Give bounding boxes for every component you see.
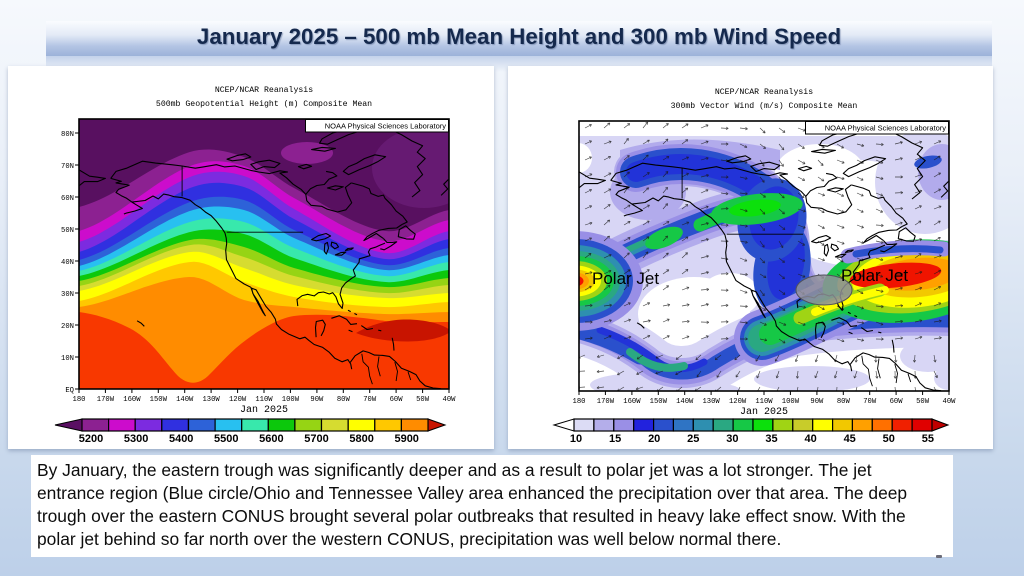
svg-text:5900: 5900 (394, 433, 418, 445)
svg-text:60N: 60N (61, 195, 74, 203)
svg-text:55: 55 (922, 433, 934, 445)
svg-text:70W: 70W (863, 398, 877, 406)
svg-text:170W: 170W (97, 396, 115, 404)
svg-text:140W: 140W (176, 396, 194, 404)
svg-text:500mb Geopotential Height (m): 500mb Geopotential Height (m) Composite … (156, 99, 372, 109)
svg-text:160W: 160W (123, 396, 141, 404)
svg-text:5400: 5400 (169, 433, 193, 445)
svg-text:100W: 100W (282, 396, 300, 404)
svg-text:40W: 40W (443, 396, 457, 404)
svg-text:160W: 160W (623, 398, 641, 406)
svg-text:30N: 30N (61, 291, 74, 299)
svg-text:20N: 20N (61, 323, 74, 331)
svg-text:Polar Jet: Polar Jet (592, 269, 659, 288)
svg-text:40N: 40N (61, 259, 74, 267)
svg-text:170W: 170W (597, 398, 615, 406)
svg-text:15: 15 (609, 433, 621, 445)
svg-text:10N: 10N (61, 355, 74, 363)
svg-text:5600: 5600 (259, 433, 283, 445)
svg-text:30: 30 (726, 433, 738, 445)
svg-text:150W: 150W (150, 396, 168, 404)
svg-text:60W: 60W (390, 396, 404, 404)
svg-text:60W: 60W (890, 398, 904, 406)
svg-text:45: 45 (844, 433, 856, 445)
svg-text:10: 10 (570, 433, 582, 445)
svg-text:80N: 80N (61, 131, 74, 139)
svg-text:5300: 5300 (124, 433, 148, 445)
svg-text:110W: 110W (755, 398, 773, 406)
svg-text:110W: 110W (255, 396, 273, 404)
svg-text:70N: 70N (61, 163, 74, 171)
svg-text:180: 180 (73, 396, 86, 404)
svg-text:80W: 80W (337, 396, 351, 404)
svg-text:NCEP/NCAR Reanalysis: NCEP/NCAR Reanalysis (215, 85, 313, 95)
svg-text:50: 50 (883, 433, 895, 445)
svg-text:90W: 90W (810, 398, 824, 406)
svg-text:40: 40 (804, 433, 816, 445)
svg-text:Jan 2025: Jan 2025 (240, 405, 288, 416)
svg-text:120W: 120W (229, 396, 247, 404)
svg-text:130W: 130W (702, 398, 720, 406)
svg-text:50N: 50N (61, 227, 74, 235)
svg-text:5800: 5800 (349, 433, 373, 445)
svg-text:40W: 40W (943, 398, 957, 406)
svg-text:180: 180 (573, 398, 586, 406)
svg-text:EQ: EQ (65, 387, 74, 395)
svg-text:70W: 70W (363, 396, 377, 404)
svg-text:140W: 140W (676, 398, 694, 406)
svg-text:20: 20 (648, 433, 660, 445)
svg-text:80W: 80W (837, 398, 851, 406)
svg-text:50W: 50W (916, 398, 930, 406)
svg-text:50W: 50W (416, 396, 430, 404)
svg-text:35: 35 (765, 433, 777, 445)
svg-text:5700: 5700 (304, 433, 328, 445)
svg-text:100W: 100W (782, 398, 800, 406)
svg-text:NCEP/NCAR Reanalysis: NCEP/NCAR Reanalysis (715, 87, 813, 97)
svg-text:NOAA Physical Sciences Laborat: NOAA Physical Sciences Laboratory (825, 124, 947, 133)
svg-text:Polar Jet: Polar Jet (841, 266, 908, 285)
svg-text:150W: 150W (650, 398, 668, 406)
svg-text:300mb Vector Wind (m/s) Compos: 300mb Vector Wind (m/s) Composite Mean (671, 101, 858, 111)
svg-text:5500: 5500 (214, 433, 238, 445)
svg-text:130W: 130W (202, 396, 220, 404)
svg-text:120W: 120W (729, 398, 747, 406)
svg-text:NOAA Physical Sciences Laborat: NOAA Physical Sciences Laboratory (325, 122, 447, 131)
svg-text:Jan 2025: Jan 2025 (740, 407, 788, 418)
svg-text:90W: 90W (310, 396, 324, 404)
svg-text:25: 25 (687, 433, 699, 445)
svg-text:5200: 5200 (79, 433, 103, 445)
